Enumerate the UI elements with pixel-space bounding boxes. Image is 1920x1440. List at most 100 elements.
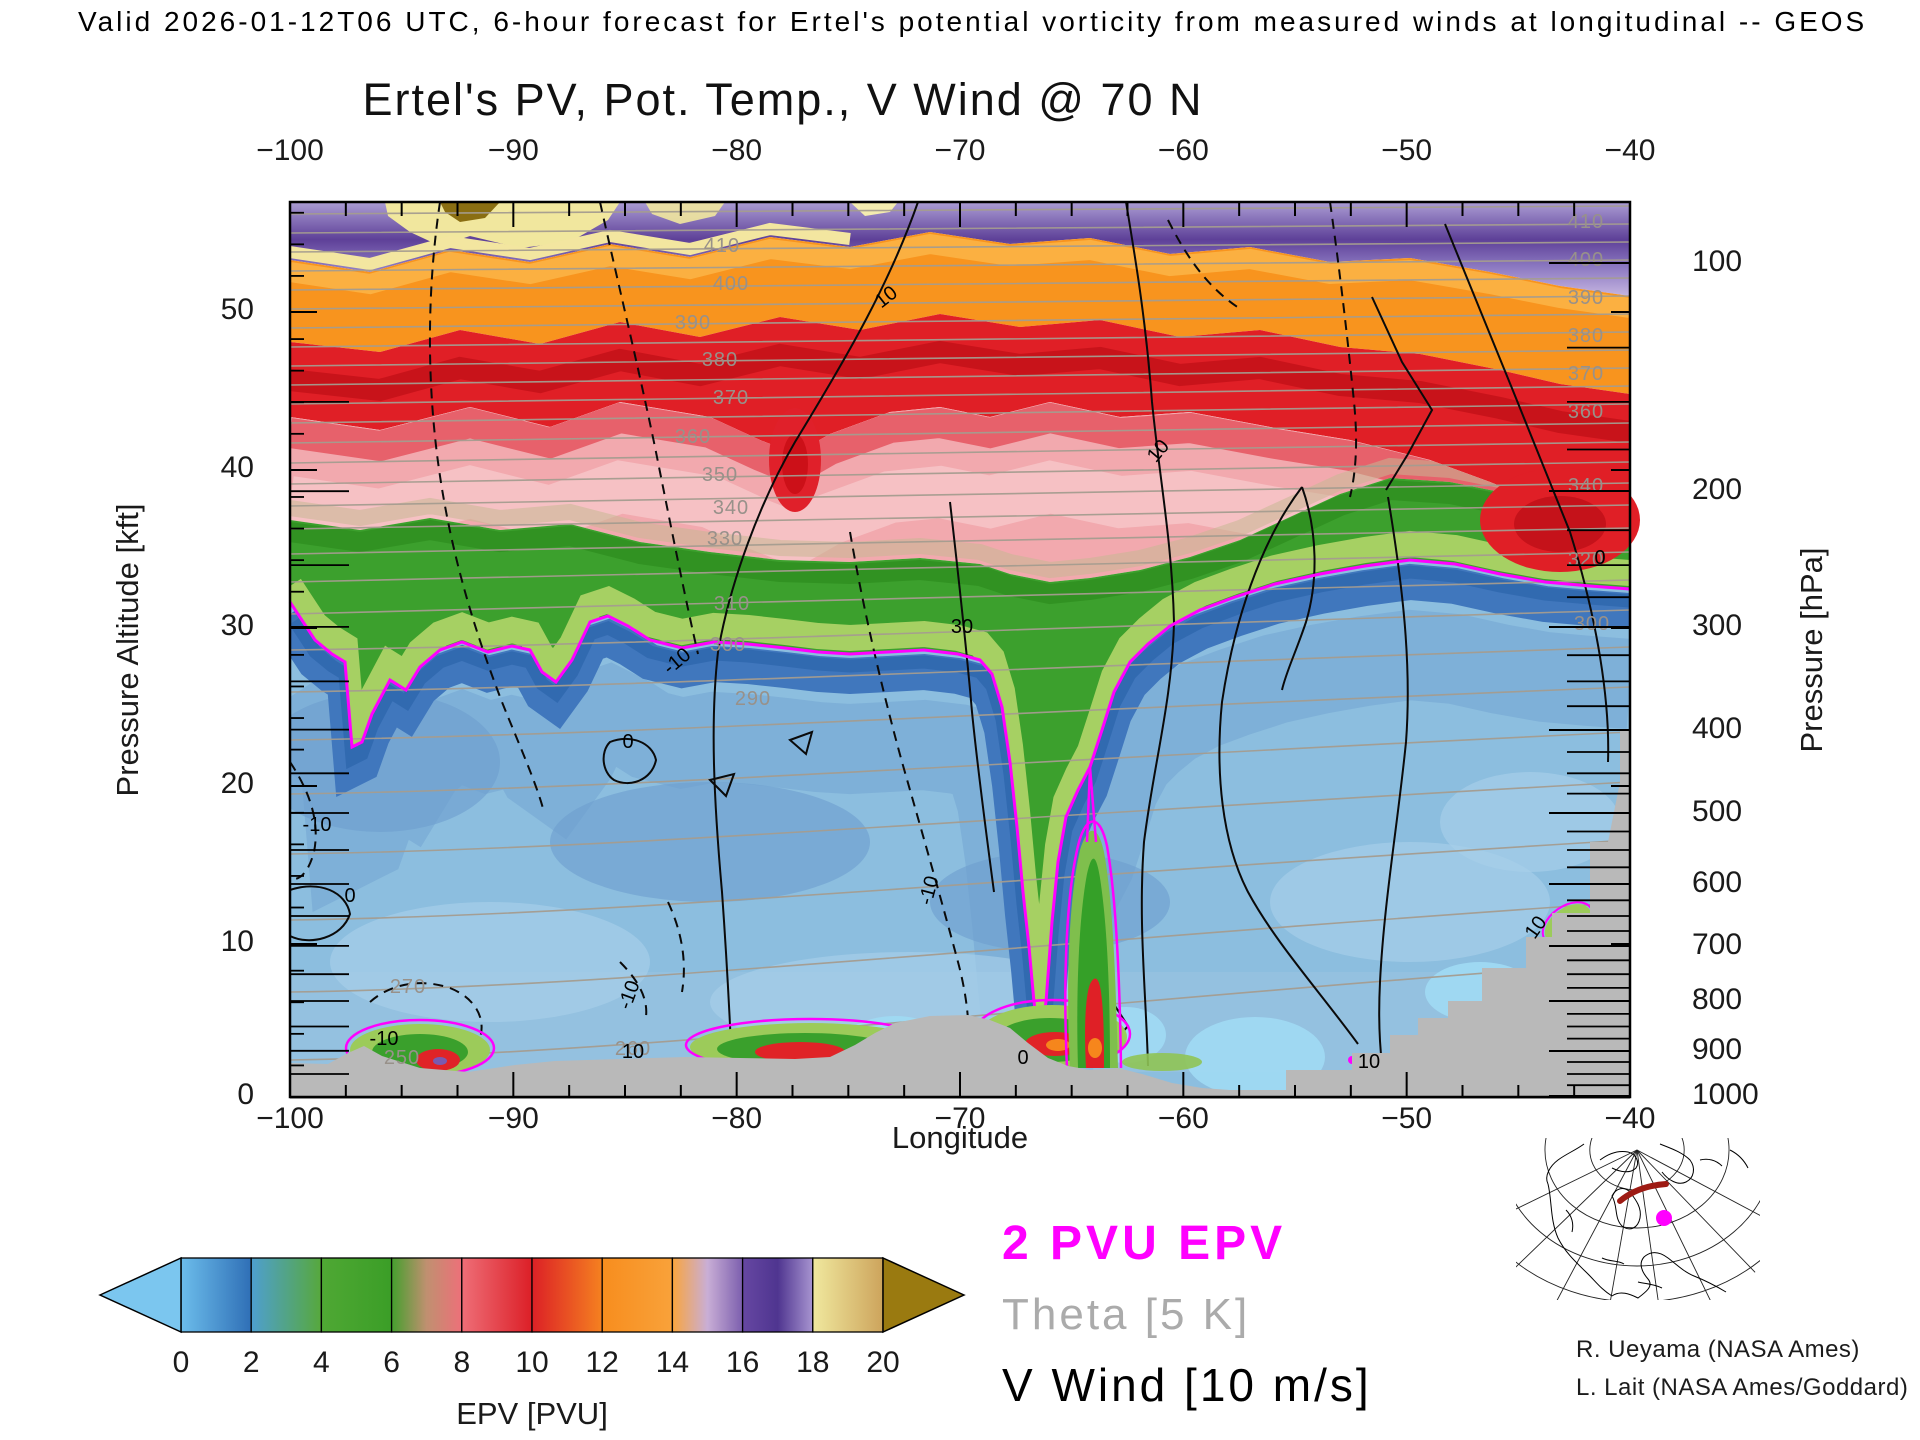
lon-tick-label-bottom: −50 [1381, 1102, 1433, 1135]
theta-label: 400 [713, 273, 749, 295]
legend-vwind: V Wind [10 m/s] [1002, 1359, 1372, 1411]
colorbar-tick-label: 20 [866, 1346, 900, 1379]
colorbar-tick-label: 12 [585, 1346, 619, 1379]
wind-contour [949, 501, 995, 893]
theta-contour-lines [289, 205, 1631, 1061]
wind-contour-negative [1167, 219, 1243, 311]
theta-label: 250 [384, 1047, 420, 1069]
hpa-tick-label: 500 [1692, 795, 1743, 828]
theta-label: 360 [675, 426, 711, 448]
terrain-silhouette [290, 730, 1630, 1099]
colorbar-segment [180, 1257, 252, 1333]
legend-2pvu: 2 PVU EPV [1002, 1217, 1287, 1270]
hpa-tick-label: 300 [1692, 609, 1743, 642]
wind-label: 10 [1358, 1051, 1380, 1073]
location-marker [1656, 1210, 1672, 1226]
theta-label: 380 [702, 349, 738, 371]
theta-contour-labels: 4104003903803703603503403303103002902702… [384, 211, 1609, 1069]
credit-line-2: L. Lait (NASA Ames/Goddard) [1576, 1374, 1909, 1401]
lon-tick-label-top: −60 [1157, 134, 1209, 167]
wind-contour [1378, 496, 1409, 1065]
colorbar-tick-label: 10 [515, 1346, 549, 1379]
theta-label: 260 [615, 1038, 651, 1060]
hpa-tick-label: 200 [1692, 473, 1743, 506]
theta-label: 290 [735, 688, 771, 710]
credit-line-1: R. Ueyama (NASA Ames) [1576, 1336, 1860, 1363]
lon-tick-label-bottom: −90 [487, 1102, 539, 1135]
map-graticule [1516, 1138, 1760, 1300]
wind-label: 0 [1017, 1047, 1028, 1069]
wind-contour [712, 201, 919, 1069]
colorbar-title: EPV [PVU] [456, 1396, 608, 1431]
plot-title: Ertel's PV, Pot. Temp., V Wind @ 70 N [362, 74, 1204, 125]
lon-tick-label-top: −70 [934, 134, 986, 167]
wind-contour [1218, 486, 1359, 1045]
terrain-fill [290, 730, 1630, 1099]
cross-section-path [1617, 1181, 1669, 1204]
plot-border [288, 200, 1632, 1099]
lon-tick-label-bottom: −60 [1157, 1102, 1209, 1135]
theta-label: 300 [710, 634, 746, 656]
wind-contour [602, 737, 658, 785]
wind-contour [289, 885, 352, 942]
epv-filled-contours [290, 202, 1630, 1099]
wind-label: -10 [303, 814, 332, 836]
theta-label: 410 [1568, 211, 1604, 233]
colorbar-segment [390, 1257, 463, 1333]
colorbar-segment [531, 1257, 603, 1333]
kft-tick-label: 30 [220, 609, 254, 642]
theta-label: 360 [1568, 401, 1604, 423]
colorbar-tick-label: 6 [383, 1346, 400, 1379]
epv-colorbar [98, 1256, 966, 1334]
kft-tick-label: 50 [220, 293, 254, 326]
kft-tick-label: 20 [220, 767, 254, 800]
hpa-tick-label: 1000 [1692, 1078, 1759, 1111]
colorbar-tick-label: 2 [242, 1346, 260, 1379]
theta-label: 400 [1568, 249, 1604, 271]
lon-tick-label-top: −80 [711, 134, 763, 167]
colorbar-segment [601, 1257, 674, 1333]
lon-tick-label-top: −40 [1604, 134, 1656, 167]
colorbar-segment [320, 1257, 393, 1333]
theta-label: 410 [704, 235, 740, 257]
hpa-tick-label: 400 [1692, 712, 1743, 745]
wind-label: 0 [344, 885, 355, 907]
colorbar-tick-label: 16 [725, 1346, 760, 1379]
lon-tick-label-top: −90 [487, 134, 539, 167]
validity-header: Valid 2026-01-12T06 UTC, 6-hour forecast… [78, 6, 1868, 37]
lon-tick-label-top: −100 [256, 134, 324, 167]
wind-contour [708, 772, 736, 798]
wind-label: 30 [951, 616, 973, 638]
x-axis-title: Longitude [891, 1120, 1029, 1155]
lon-tick-label-bottom: −40 [1604, 1102, 1656, 1135]
wind-label: 0 [622, 731, 633, 753]
wind-contour-negative [289, 761, 317, 880]
kft-tick-label: 40 [220, 451, 254, 484]
lon-tick-label-bottom: −70 [934, 1102, 986, 1135]
colorbar-tick-label: 8 [453, 1346, 471, 1379]
wind-contour-negative [619, 901, 685, 1023]
colorbar-arrow-right [882, 1256, 966, 1334]
theta-label: 370 [1568, 363, 1604, 385]
wind-contour [1281, 486, 1316, 691]
wind-label: 0 [1594, 547, 1605, 569]
2pvu-line [288, 558, 1631, 1041]
hpa-tick-label: 800 [1692, 983, 1743, 1016]
wind-contour-negative [428, 201, 545, 813]
theta-label: 350 [702, 464, 738, 486]
kft-tick-label: 10 [220, 925, 254, 958]
wind-contour-negative [369, 982, 483, 1039]
v-wind-contour-lines [289, 201, 1610, 1069]
wind-contour-negative [1329, 201, 1358, 498]
lon-tick-label-bottom: −80 [711, 1102, 763, 1135]
colorbar-tick-label: 4 [313, 1346, 330, 1379]
theta-label: 340 [713, 497, 749, 519]
theta-label: 270 [390, 976, 426, 998]
legend-theta: Theta [5 K] [1002, 1290, 1251, 1339]
colorbar-tick-label: 0 [172, 1346, 190, 1379]
lon-tick-label-bottom: −100 [256, 1102, 324, 1135]
colorbar-segment [671, 1257, 744, 1333]
theta-label: 390 [675, 312, 711, 334]
